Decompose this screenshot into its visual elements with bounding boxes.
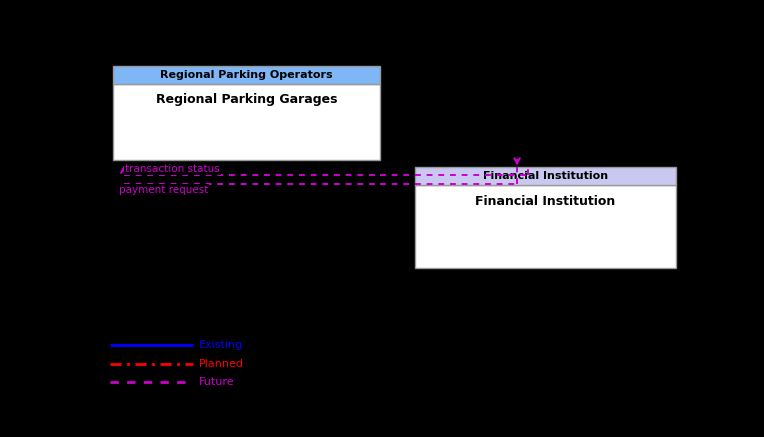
Bar: [416, 167, 676, 185]
Text: transaction status: transaction status: [125, 164, 220, 174]
Bar: [113, 84, 380, 160]
Bar: [113, 66, 380, 84]
Text: Future: Future: [199, 377, 235, 387]
Text: Regional Parking Operators: Regional Parking Operators: [160, 70, 333, 80]
Text: Regional Parking Garages: Regional Parking Garages: [156, 94, 337, 107]
Text: Financial Institution: Financial Institution: [483, 171, 608, 181]
Text: Financial Institution: Financial Institution: [475, 195, 616, 208]
Bar: [416, 185, 676, 268]
Text: payment request: payment request: [119, 185, 209, 195]
Text: Planned: Planned: [199, 359, 244, 369]
Text: Existing: Existing: [199, 340, 244, 350]
